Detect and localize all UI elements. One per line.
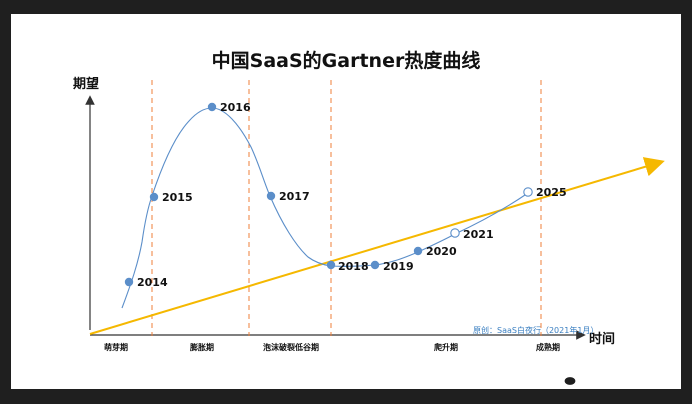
- year-2016-label: 2016: [220, 101, 251, 114]
- phase-label-inflation: 膨胀期: [189, 342, 214, 352]
- year-2020-dot: [413, 246, 423, 256]
- diagram-panel: 中国SaaS的Gartner热度曲线 期望 时间 萌芽期 膨胀期 泡沫破裂低谷期…: [11, 14, 681, 389]
- diagram-title: 中国SaaS的Gartner热度曲线: [212, 49, 481, 72]
- trend-arrow: [89, 157, 665, 335]
- year-2015-dot: [149, 192, 159, 202]
- year-2016-dot: [207, 102, 217, 112]
- year-2019-dot: [370, 260, 380, 270]
- year-2015-label: 2015: [162, 191, 193, 204]
- year-2018-dot: [326, 260, 336, 270]
- year-2017-label: 2017: [279, 190, 310, 203]
- x-axis-label: 时间: [589, 331, 615, 347]
- year-2025-label: 2025: [536, 186, 567, 199]
- year-2018-label: 2018: [338, 260, 369, 273]
- year-2014-dot: [124, 277, 134, 287]
- phase-label-plateau: 成熟期: [536, 342, 560, 352]
- year-2014-label: 2014: [137, 276, 168, 289]
- source-note: 原创：SaaS白夜行（2021年1月）: [473, 325, 598, 335]
- year-2025-dot: [523, 187, 533, 197]
- hype-curve: [121, 107, 529, 309]
- y-axis-label: 期望: [73, 76, 99, 92]
- year-2020-label: 2020: [426, 245, 457, 258]
- year-2021-dot: [450, 228, 460, 238]
- phase-label-trough: 泡沫破裂低谷期: [263, 342, 319, 352]
- phase-label-slope: 爬升期: [433, 342, 458, 352]
- phase-label-germination: 萌芽期: [104, 342, 128, 352]
- year-2019-label: 2019: [383, 260, 414, 273]
- hype-cycle-diagram: 中国SaaS的Gartner热度曲线 期望 时间 萌芽期 膨胀期 泡沫破裂低谷期…: [73, 49, 665, 352]
- year-2017-dot: [266, 191, 276, 201]
- year-2021-label: 2021: [463, 228, 494, 241]
